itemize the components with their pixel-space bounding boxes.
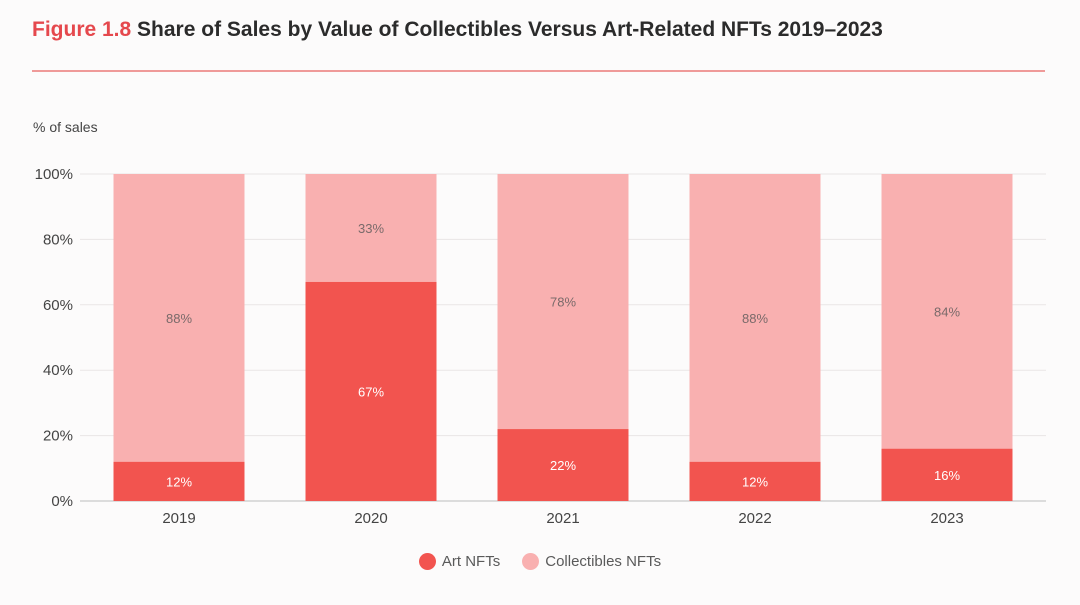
bar-collectibles [497,174,629,430]
legend-label-art: Art NFTs [441,553,501,570]
data-label-collectibles: 84% [934,304,960,319]
data-label-art: 16% [934,468,960,483]
figure-heading: Figure 1.8 Share of Sales by Value of Co… [32,18,883,42]
legend: Art NFTs Collectibles NFTs [0,553,1080,570]
data-label-collectibles: 78% [550,295,576,310]
x-tick-label: 2019 [162,510,195,527]
bar-art [113,461,245,501]
bar-art [497,429,629,501]
bar-collectibles [305,174,437,282]
y-tick-label: 60% [43,297,73,314]
data-label-art: 12% [166,474,192,489]
y-tick-label: 100% [35,166,73,183]
legend-swatch-art-icon [418,553,436,570]
x-tick-label: 2023 [930,510,963,527]
data-label-art: 67% [358,384,384,399]
bar-collectibles [113,174,245,462]
bar-art [305,281,437,501]
bar-collectibles [881,174,1013,449]
legend-item-art: Art NFTs [418,553,501,570]
legend-label-collectibles: Collectibles NFTs [545,553,662,570]
data-label-art: 12% [742,474,768,489]
title-divider [32,70,1045,72]
x-axis-ticks: 2019 2020 2021 2022 2023 [162,510,963,527]
bars: 88% 12% 33% 67% 78% 22% 88% 12% 84% 16% [113,174,1013,501]
bar-art [689,461,821,501]
figure-title: Share of Sales by Value of Collectibles … [137,18,883,41]
legend-item-collectibles: Collectibles NFTs [522,553,661,570]
bar-collectibles [689,174,821,462]
data-label-collectibles: 88% [742,311,768,326]
y-tick-label: 80% [43,231,73,248]
x-tick-label: 2022 [738,510,771,527]
y-tick-label: 0% [51,493,73,510]
data-label-art: 22% [550,458,576,473]
y-tick-label: 40% [43,362,73,379]
bar-art [881,448,1013,501]
y-tick-label: 20% [43,428,73,445]
y-axis-label: % of sales [33,119,98,135]
stacked-bar-chart: % of sales 0% 20% 40% 60% 80% 100% 88% 12% 33% 6… [33,119,1046,527]
x-tick-label: 2020 [354,510,387,527]
legend-swatch-collectibles-icon [522,553,540,570]
data-label-collectibles: 33% [358,221,384,236]
figure-label: Figure 1.8 [32,18,132,41]
data-label-collectibles: 88% [166,311,192,326]
y-axis-ticks: 0% 20% 40% 60% 80% 100% [35,166,73,510]
x-tick-label: 2021 [546,510,579,527]
